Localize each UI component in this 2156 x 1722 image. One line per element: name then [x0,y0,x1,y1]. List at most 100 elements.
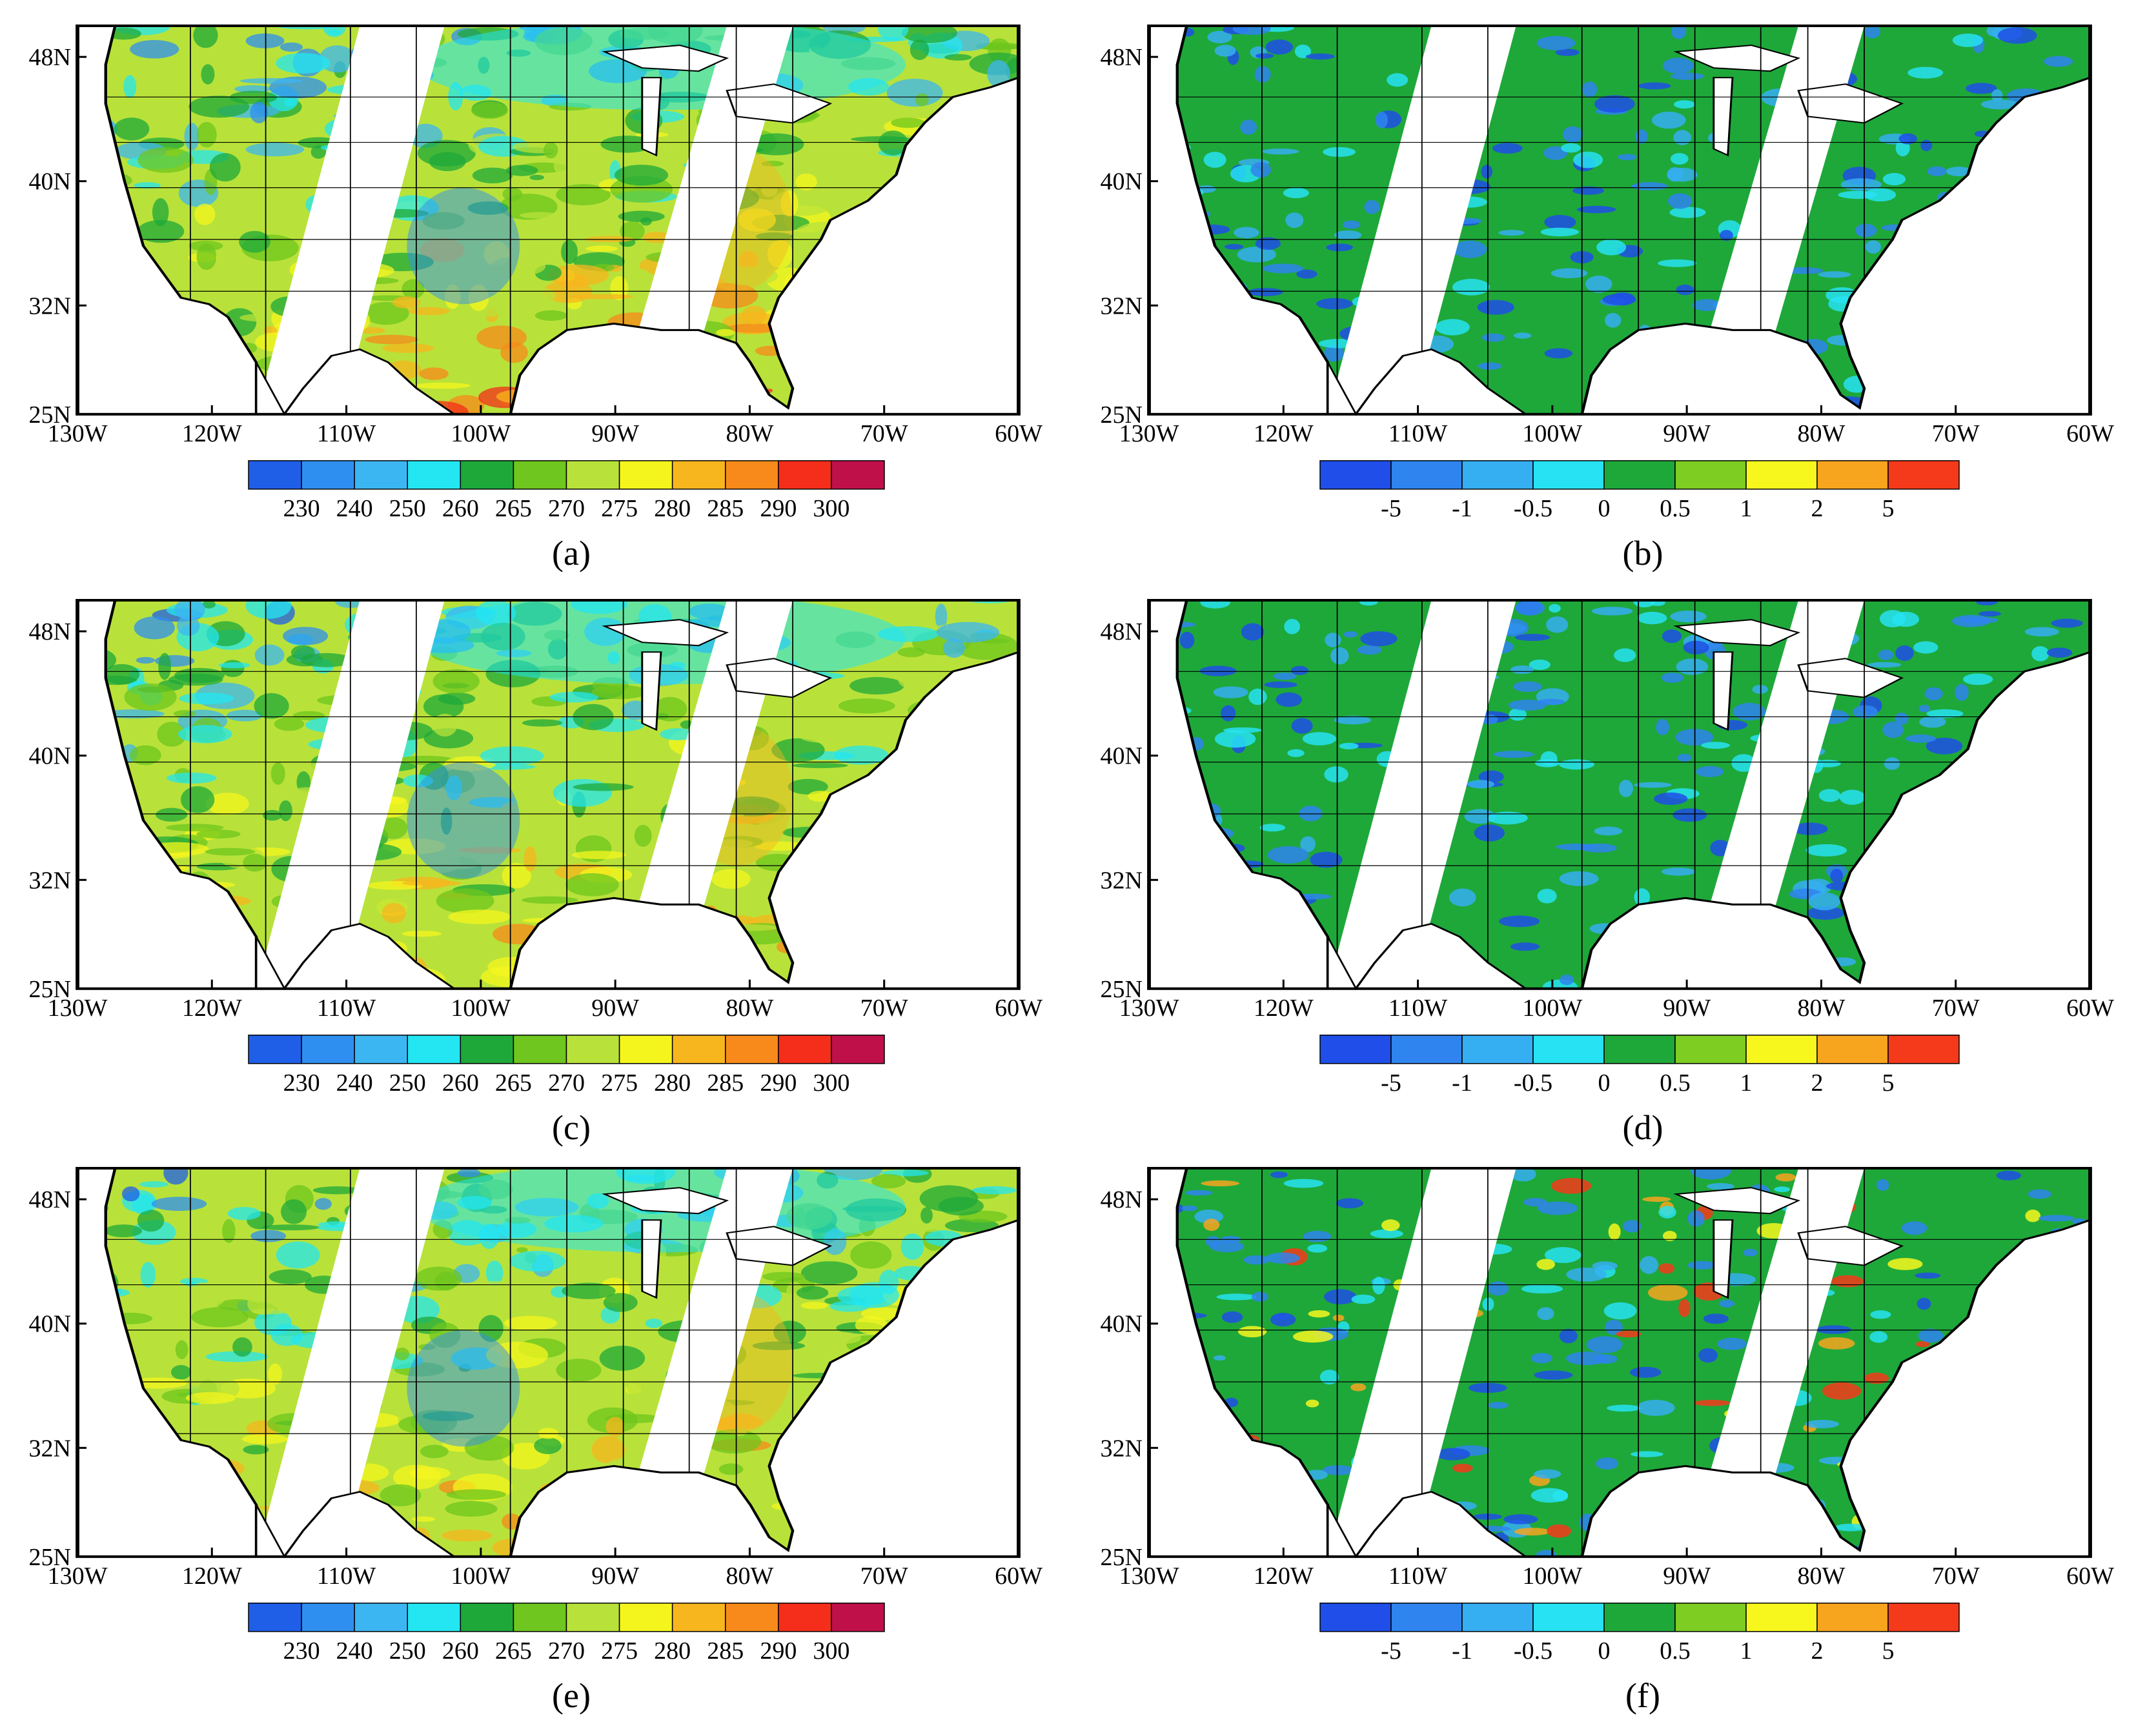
lon-tick-label: 80W [1797,995,1845,1022]
cold-region [407,1330,520,1447]
field-blob [534,310,567,321]
field-blob [1334,230,1362,240]
field-blob [1576,205,1616,214]
colorbar-label: 2 [1811,1069,1824,1097]
field-blob [832,162,866,191]
field-blob [247,122,299,130]
field-blob [1375,112,1388,128]
field-blob [123,75,137,98]
field-blob [590,214,618,236]
field-blob [1287,749,1305,757]
cold-region [407,762,520,879]
field-blob [414,382,471,389]
field-blob [222,1219,236,1243]
lat-tick-label: 40N [1101,168,1143,196]
field-blob [193,26,218,48]
field-blob [1618,780,1634,797]
lon-tick-label: 130W [1119,1563,1179,1590]
lon-tick-label: 80W [726,1563,773,1590]
field-blob [1529,659,1551,671]
field-blob [1918,705,1931,713]
field-blob [1234,227,1259,239]
colorbar-swatch [248,460,302,490]
colorbar-label: 290 [760,1637,797,1665]
field-blob [549,691,599,703]
field-blob [1499,915,1540,927]
colorbar-label: -0.5 [1514,1637,1552,1665]
field-blob [808,791,833,802]
colorbar-label: -0.5 [1514,495,1552,522]
field-blob [1478,770,1504,784]
colorbar-label: 275 [601,495,638,522]
field-blob [202,600,216,609]
field-blob [1882,722,1904,738]
field-blob [158,653,172,680]
colorbar-swatch [671,460,726,490]
field-blob [1818,789,1841,802]
field-blob [660,728,696,740]
field-blob [565,1393,615,1403]
field-blob [152,198,169,227]
field-blob [1864,188,1897,202]
field-blob [596,740,656,749]
field-blob [394,1347,410,1361]
colorbar-label: 0.5 [1660,495,1691,522]
field-blob [1952,33,1983,47]
colorbar-swatch [1816,1603,1889,1632]
field-blob [1604,312,1622,328]
colorbar-swatch [248,1603,302,1632]
colorbar-label: -0.5 [1514,1069,1552,1097]
great-lake [726,83,833,124]
field-blob [1283,1179,1324,1188]
field-blob [573,783,634,791]
field-blob [105,709,165,719]
lon-tick-label: 110W [1388,995,1448,1022]
lat-tick-label: 40N [29,743,71,770]
field-blob [1357,645,1382,655]
field-blob [1250,161,1272,177]
colorbar-label: 250 [389,1637,426,1665]
field-blob [284,98,297,106]
field-blob [1325,633,1341,647]
field-blob [1962,673,1993,685]
field-blob [1698,1348,1718,1363]
field-blob [1634,782,1672,788]
field-blob [179,693,234,705]
field-blob [1534,1370,1573,1380]
field-blob [227,1207,261,1221]
field-blob [972,1186,1017,1195]
colorbar-e: 230 240 250 260 265 270 275 280 285 290 300 [248,1603,885,1665]
field-blob [245,33,285,48]
field-blob [1566,1267,1607,1282]
field-blob [915,93,929,106]
field-blob [1544,348,1573,359]
field-blob [1818,271,1851,278]
field-blob [591,1435,625,1464]
field-blob [201,64,215,85]
lon-tick-label: 60W [2066,1563,2114,1590]
field-blob [300,653,352,667]
lon-tick-label: 120W [182,995,242,1022]
lat-tick-label: 40N [29,168,71,196]
field-blob [1559,871,1599,886]
field-blob [263,219,289,232]
field-blob [1687,1261,1717,1270]
map-frame [1147,1166,2092,1558]
field-blob [1815,760,1841,767]
colorbar-swatch [1319,1035,1392,1064]
field-blob [1924,687,1943,700]
field-blob [174,263,205,292]
colorbar-swatch [407,1603,462,1632]
colorbar-label: 1 [1740,1069,1753,1097]
lon-tick-label: 120W [182,420,242,447]
field-blob [264,289,290,298]
field-blob [1474,824,1505,842]
field-blob [1537,1307,1554,1321]
field-blob [1512,681,1543,692]
field-blob [987,59,1010,88]
field-blob [1534,1469,1561,1479]
field-blob [283,627,329,645]
great-lake [1673,619,1801,647]
colorbar-swatch [618,1603,673,1632]
field-blob [724,796,780,816]
